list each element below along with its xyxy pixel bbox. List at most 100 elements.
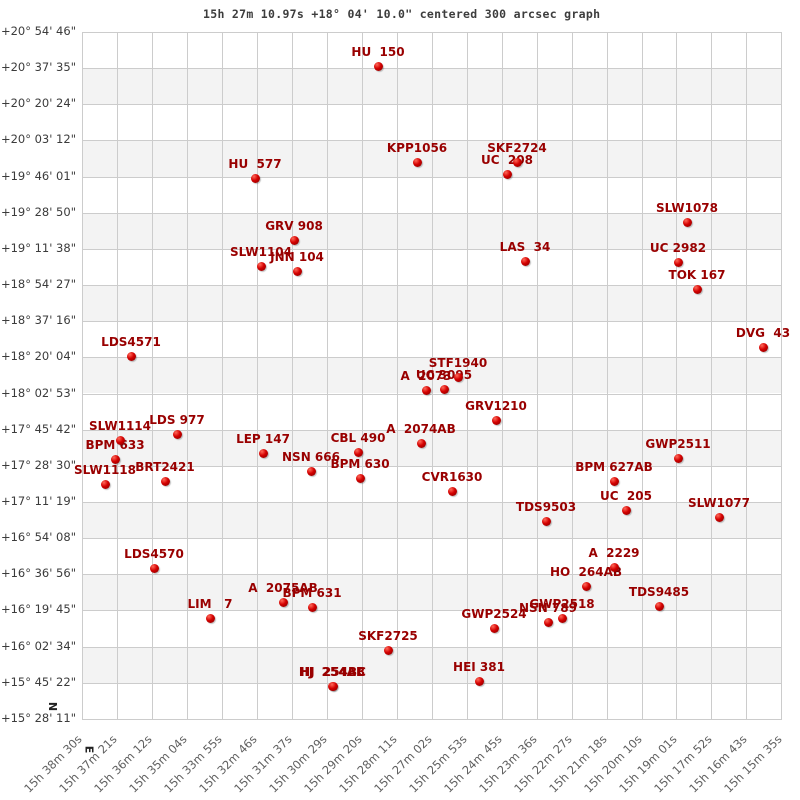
data-point[interactable] [355,473,365,483]
data-point-label: LDS4570 [124,547,184,561]
data-point[interactable] [557,613,567,623]
data-point[interactable] [172,429,182,439]
data-point-label: HU 577 [228,157,282,171]
data-point[interactable] [621,505,631,515]
data-point-label: HJ 254BC [300,665,366,679]
data-point-label: TDS9485 [628,585,690,599]
data-point[interactable] [439,384,449,394]
data-point[interactable] [205,613,215,623]
gridline-horizontal [82,682,783,684]
data-point[interactable] [278,597,288,607]
data-point-label: SLW1078 [656,201,718,215]
data-point[interactable] [149,563,159,573]
y-tick-label: +17° 11' 19" [0,493,76,508]
gridline-vertical [676,32,678,719]
gridline-horizontal [82,321,783,323]
data-point-label: BRT2421 [135,460,195,474]
data-point[interactable] [126,351,136,361]
data-point-label: KPP1056 [386,141,448,155]
data-point[interactable] [416,438,426,448]
data-point-label: GRV1210 [465,399,527,413]
data-point[interactable] [421,385,431,395]
data-point-label: HEI 381 [453,660,505,674]
data-point[interactable] [353,447,363,457]
data-point[interactable] [383,645,393,655]
y-tick-label: +18° 37' 16" [0,313,76,328]
data-point[interactable] [447,486,457,496]
data-point[interactable] [758,342,768,352]
gridline-vertical [256,32,258,719]
data-point[interactable] [512,157,522,167]
data-point-label: UC 205 [600,489,652,503]
gridline-vertical [82,32,83,719]
data-point-label: SLW1118 [74,463,136,477]
data-point[interactable] [115,435,125,445]
gridline-horizontal [82,501,783,503]
data-point[interactable] [307,602,317,612]
data-point-label: SLW1104 [230,245,292,259]
data-point-label: GWP2524 [461,607,527,621]
gridline-horizontal [82,574,783,576]
data-point[interactable] [289,235,299,245]
gridline-vertical [711,32,713,719]
data-point[interactable] [502,169,512,179]
data-point-label: NSN 789 [519,601,577,615]
gridline-vertical [781,32,783,719]
data-point[interactable] [714,512,724,522]
data-point[interactable] [100,479,110,489]
data-point-label: CBL 490 [330,431,386,445]
gridline-horizontal [82,718,783,720]
gridline-horizontal [82,285,783,287]
data-point-label: LDS 977 [149,413,205,427]
data-point[interactable] [581,581,591,591]
data-point[interactable] [692,284,702,294]
data-point[interactable] [520,256,530,266]
data-point[interactable] [412,157,422,167]
data-point[interactable] [306,466,316,476]
data-point[interactable] [541,516,551,526]
data-point[interactable] [673,257,683,267]
data-point[interactable] [292,266,302,276]
gridline-vertical [291,32,293,719]
y-tick-label: +20° 37' 35" [0,60,76,75]
gridline-vertical [466,32,468,719]
compass-east-label: E [82,745,96,754]
gridline-horizontal [82,140,783,142]
data-point-label: UC 2982 [649,241,707,255]
data-point-label: TOK 167 [668,268,726,282]
data-point[interactable] [654,601,664,611]
data-point[interactable] [110,454,120,464]
data-point[interactable] [256,261,266,271]
data-point[interactable] [491,415,501,425]
data-point-label: LDS4571 [101,335,161,349]
gridline-vertical [396,32,398,719]
data-point[interactable] [373,61,383,71]
data-point-label: BPM 631 [282,586,342,600]
y-tick-label: +16° 02' 34" [0,638,76,653]
data-point-label: A 2075AB [248,581,318,595]
data-point[interactable] [609,562,619,572]
data-point-label: SLW1114 [89,419,151,433]
y-tick-label: +20° 54' 46" [0,24,76,38]
y-tick-label: +18° 20' 04" [0,349,76,364]
data-point-label: A 2229 [588,546,640,560]
data-point[interactable] [682,217,692,227]
gridline-horizontal [82,610,783,612]
data-point[interactable] [543,617,553,627]
data-point[interactable] [328,681,338,691]
data-point-label: NSN 666 [282,450,340,464]
gridline-horizontal [82,538,783,540]
data-point[interactable] [258,448,268,458]
data-point[interactable] [489,623,499,633]
data-point-label: LEP 147 [236,432,290,446]
data-point[interactable] [673,453,683,463]
gridline-horizontal [82,465,783,467]
data-point[interactable] [250,173,260,183]
data-point[interactable] [609,476,619,486]
data-point[interactable] [160,476,170,486]
data-point[interactable] [453,372,463,382]
gridline-horizontal [82,248,783,250]
data-point[interactable] [474,676,484,686]
gridline-vertical [116,32,118,719]
y-tick-label: +19° 46' 01" [0,168,76,183]
